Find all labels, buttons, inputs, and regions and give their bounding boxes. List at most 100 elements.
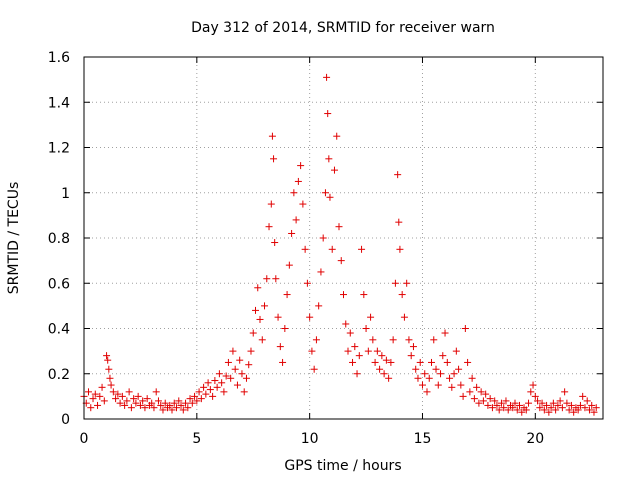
data-point	[294, 177, 302, 185]
data-point	[502, 397, 510, 405]
data-point	[191, 392, 199, 400]
data-point	[579, 392, 587, 400]
data-point	[312, 336, 320, 344]
data-point	[373, 347, 381, 355]
data-point	[529, 381, 537, 389]
data-point	[400, 313, 408, 321]
data-point	[118, 392, 126, 400]
data-point	[497, 399, 505, 407]
data-point	[391, 279, 399, 287]
data-point	[104, 356, 112, 364]
data-point	[308, 347, 316, 355]
data-point	[561, 388, 569, 396]
data-point	[511, 399, 519, 407]
data-point	[362, 325, 370, 332]
data-point	[493, 401, 501, 409]
data-point	[536, 404, 544, 412]
data-point	[473, 383, 481, 391]
data-point	[94, 401, 102, 409]
data-point	[403, 279, 411, 287]
data-point	[310, 365, 318, 373]
data-point	[380, 370, 388, 378]
data-point	[576, 401, 584, 409]
data-point	[549, 399, 557, 407]
data-point	[179, 406, 187, 414]
data-point	[152, 388, 160, 396]
data-point	[245, 361, 253, 369]
data-point	[416, 358, 424, 366]
data-point	[342, 320, 350, 328]
data-point	[317, 268, 325, 276]
data-point	[186, 395, 194, 403]
data-point	[534, 397, 542, 405]
data-point	[326, 193, 334, 201]
data-point	[159, 406, 167, 414]
data-point	[251, 306, 259, 314]
data-point	[175, 397, 183, 405]
data-point	[432, 365, 440, 373]
data-point	[166, 401, 174, 409]
data-point	[439, 352, 447, 360]
data-point	[109, 388, 117, 396]
data-point	[123, 397, 131, 405]
data-point	[531, 392, 539, 400]
data-point	[466, 388, 474, 396]
data-point	[407, 352, 415, 360]
data-point	[360, 291, 368, 299]
data-point	[479, 397, 487, 405]
data-point	[116, 399, 124, 407]
data-point	[376, 365, 384, 373]
data-point	[267, 200, 275, 208]
data-point	[382, 356, 390, 364]
y-tick-label: 1.4	[48, 95, 70, 111]
data-point	[385, 374, 393, 382]
data-point	[567, 401, 575, 409]
data-point	[455, 365, 463, 373]
data-point	[437, 370, 445, 378]
data-point	[206, 386, 214, 394]
y-tick-label: 1	[61, 186, 70, 202]
data-point	[290, 189, 298, 197]
y-tick-label: 1.6	[48, 50, 70, 66]
data-point	[387, 358, 395, 366]
data-point	[222, 372, 230, 380]
data-point	[405, 336, 413, 344]
x-tick-label: 10	[301, 431, 319, 447]
data-point	[552, 406, 560, 414]
data-point	[516, 401, 524, 409]
data-point	[394, 171, 402, 179]
data-point	[150, 404, 158, 412]
data-point	[236, 356, 244, 364]
data-point	[475, 399, 483, 407]
data-point	[556, 397, 564, 405]
data-point	[545, 408, 553, 416]
data-point	[441, 329, 449, 337]
data-point	[218, 379, 226, 387]
y-tick-label: 0.4	[48, 322, 70, 338]
data-point	[527, 388, 535, 396]
data-point	[459, 392, 467, 400]
data-point	[182, 399, 190, 407]
data-point	[324, 110, 332, 118]
data-point	[211, 377, 219, 385]
data-point	[272, 275, 280, 283]
data-point	[254, 284, 262, 292]
data-point	[224, 358, 232, 366]
data-point	[200, 383, 208, 391]
data-point	[188, 399, 196, 407]
data-point	[270, 155, 278, 163]
y-axis-label: SRMTID / TECUs	[6, 182, 22, 295]
data-point	[353, 370, 361, 378]
data-point	[538, 399, 546, 407]
data-point	[106, 374, 114, 382]
data-point	[446, 374, 454, 382]
y-tick-label: 0.6	[48, 276, 70, 292]
data-point	[321, 189, 329, 197]
data-point	[358, 245, 366, 253]
data-point	[468, 374, 476, 382]
data-point	[412, 365, 420, 373]
data-point	[100, 397, 108, 405]
data-point	[543, 401, 551, 409]
data-point	[231, 365, 239, 373]
